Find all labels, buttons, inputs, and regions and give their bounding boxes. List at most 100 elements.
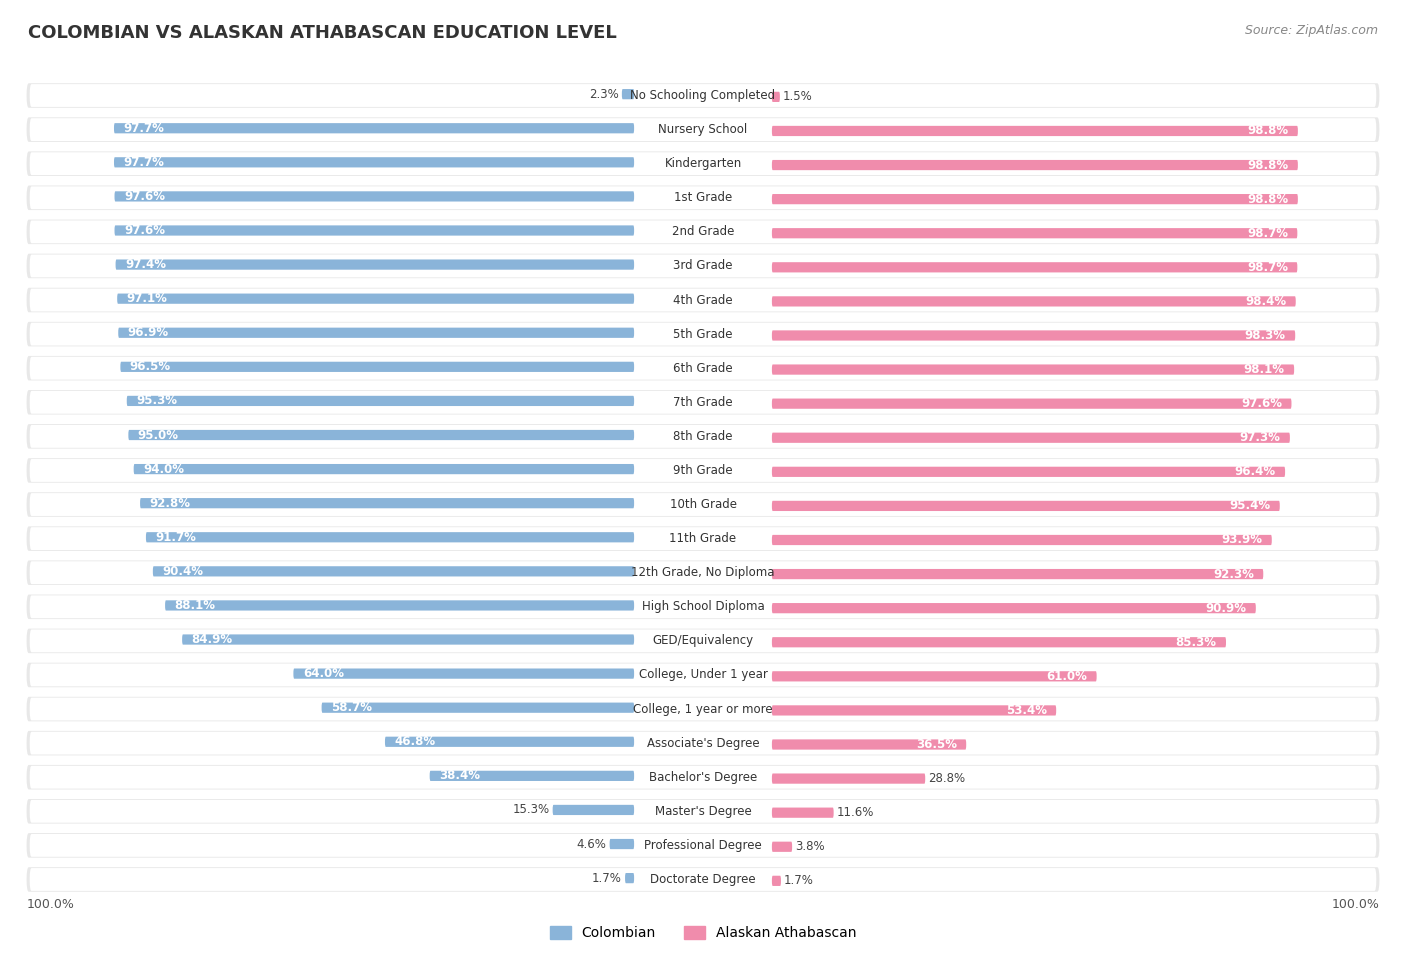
FancyBboxPatch shape xyxy=(772,194,1298,204)
FancyBboxPatch shape xyxy=(772,126,1298,137)
FancyBboxPatch shape xyxy=(30,698,1376,721)
FancyBboxPatch shape xyxy=(30,118,1376,141)
FancyBboxPatch shape xyxy=(772,228,1298,238)
Text: 15.3%: 15.3% xyxy=(512,803,550,816)
FancyBboxPatch shape xyxy=(30,357,1376,379)
FancyBboxPatch shape xyxy=(621,89,634,99)
FancyBboxPatch shape xyxy=(772,399,1292,409)
FancyBboxPatch shape xyxy=(322,703,634,713)
Text: 98.7%: 98.7% xyxy=(1247,260,1288,274)
Text: College, 1 year or more: College, 1 year or more xyxy=(633,703,773,716)
Text: 9th Grade: 9th Grade xyxy=(673,464,733,477)
FancyBboxPatch shape xyxy=(30,731,1376,755)
FancyBboxPatch shape xyxy=(141,498,634,508)
FancyBboxPatch shape xyxy=(27,219,1379,244)
Text: Doctorate Degree: Doctorate Degree xyxy=(650,873,756,886)
FancyBboxPatch shape xyxy=(27,595,1379,619)
FancyBboxPatch shape xyxy=(27,663,1379,687)
Text: Nursery School: Nursery School xyxy=(658,123,748,136)
FancyBboxPatch shape xyxy=(27,731,1379,756)
FancyBboxPatch shape xyxy=(772,296,1296,306)
Text: 98.8%: 98.8% xyxy=(1247,159,1288,172)
Text: 92.3%: 92.3% xyxy=(1213,567,1254,580)
FancyBboxPatch shape xyxy=(30,425,1376,448)
FancyBboxPatch shape xyxy=(27,833,1379,858)
FancyBboxPatch shape xyxy=(30,800,1376,823)
FancyBboxPatch shape xyxy=(30,289,1376,311)
Text: 96.9%: 96.9% xyxy=(128,327,169,339)
FancyBboxPatch shape xyxy=(626,873,634,883)
FancyBboxPatch shape xyxy=(115,259,634,270)
Text: 2.3%: 2.3% xyxy=(589,88,619,100)
FancyBboxPatch shape xyxy=(772,160,1298,171)
FancyBboxPatch shape xyxy=(772,841,792,852)
Text: 3rd Grade: 3rd Grade xyxy=(673,259,733,272)
Text: No Schooling Completed: No Schooling Completed xyxy=(630,89,776,102)
Text: 97.7%: 97.7% xyxy=(124,156,165,169)
Text: Kindergarten: Kindergarten xyxy=(665,157,741,171)
Text: 8th Grade: 8th Grade xyxy=(673,430,733,443)
FancyBboxPatch shape xyxy=(27,458,1379,483)
Text: 95.3%: 95.3% xyxy=(136,395,177,408)
FancyBboxPatch shape xyxy=(27,185,1379,210)
FancyBboxPatch shape xyxy=(772,331,1295,340)
FancyBboxPatch shape xyxy=(610,838,634,849)
FancyBboxPatch shape xyxy=(117,293,634,304)
FancyBboxPatch shape xyxy=(114,225,634,236)
FancyBboxPatch shape xyxy=(30,254,1376,277)
FancyBboxPatch shape xyxy=(127,396,634,406)
Legend: Colombian, Alaskan Athabascan: Colombian, Alaskan Athabascan xyxy=(544,920,862,946)
FancyBboxPatch shape xyxy=(772,739,966,750)
FancyBboxPatch shape xyxy=(114,123,634,134)
FancyBboxPatch shape xyxy=(30,152,1376,176)
FancyBboxPatch shape xyxy=(772,705,1056,716)
FancyBboxPatch shape xyxy=(27,629,1379,653)
FancyBboxPatch shape xyxy=(30,391,1376,413)
FancyBboxPatch shape xyxy=(30,664,1376,686)
Text: 98.1%: 98.1% xyxy=(1244,363,1285,376)
Text: 90.4%: 90.4% xyxy=(162,565,204,578)
FancyBboxPatch shape xyxy=(114,191,634,202)
FancyBboxPatch shape xyxy=(772,671,1097,682)
FancyBboxPatch shape xyxy=(30,323,1376,345)
Text: 88.1%: 88.1% xyxy=(174,599,215,612)
Text: 58.7%: 58.7% xyxy=(330,701,373,715)
FancyBboxPatch shape xyxy=(30,84,1376,107)
FancyBboxPatch shape xyxy=(30,562,1376,584)
Text: 98.8%: 98.8% xyxy=(1247,125,1288,137)
Text: 5th Grade: 5th Grade xyxy=(673,328,733,340)
FancyBboxPatch shape xyxy=(30,596,1376,618)
FancyBboxPatch shape xyxy=(30,220,1376,244)
Text: 1.7%: 1.7% xyxy=(785,875,814,887)
Text: 12th Grade, No Diploma: 12th Grade, No Diploma xyxy=(631,566,775,579)
FancyBboxPatch shape xyxy=(30,527,1376,550)
Text: Source: ZipAtlas.com: Source: ZipAtlas.com xyxy=(1244,24,1378,37)
FancyBboxPatch shape xyxy=(772,467,1285,477)
Text: 98.7%: 98.7% xyxy=(1247,227,1288,240)
Text: GED/Equivalency: GED/Equivalency xyxy=(652,635,754,647)
Text: 46.8%: 46.8% xyxy=(394,735,436,748)
Text: 36.5%: 36.5% xyxy=(915,738,957,751)
FancyBboxPatch shape xyxy=(30,834,1376,857)
FancyBboxPatch shape xyxy=(27,322,1379,346)
Text: 3.8%: 3.8% xyxy=(796,840,825,853)
Text: 95.4%: 95.4% xyxy=(1229,499,1271,513)
Text: 97.3%: 97.3% xyxy=(1240,431,1281,445)
FancyBboxPatch shape xyxy=(772,807,834,818)
FancyBboxPatch shape xyxy=(772,604,1256,613)
Text: 98.3%: 98.3% xyxy=(1244,329,1286,342)
FancyBboxPatch shape xyxy=(27,151,1379,176)
FancyBboxPatch shape xyxy=(294,669,634,679)
Text: 84.9%: 84.9% xyxy=(191,633,232,646)
FancyBboxPatch shape xyxy=(183,635,634,644)
FancyBboxPatch shape xyxy=(30,186,1376,210)
FancyBboxPatch shape xyxy=(30,493,1376,516)
Text: 97.4%: 97.4% xyxy=(125,258,166,271)
Text: 85.3%: 85.3% xyxy=(1175,636,1216,648)
Text: 28.8%: 28.8% xyxy=(928,772,966,785)
FancyBboxPatch shape xyxy=(128,430,634,440)
FancyBboxPatch shape xyxy=(165,601,634,610)
Text: 97.6%: 97.6% xyxy=(124,190,165,203)
Text: 61.0%: 61.0% xyxy=(1046,670,1087,682)
FancyBboxPatch shape xyxy=(772,637,1226,647)
